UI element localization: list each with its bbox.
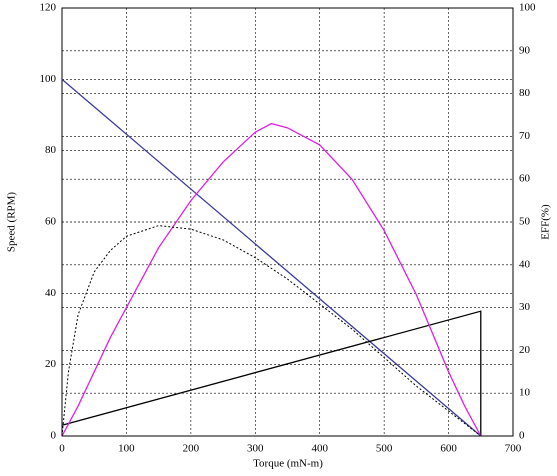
y2-tick-label: 70 [519,130,531,142]
x-tick-label: 200 [183,443,200,455]
x-tick-label: 300 [247,443,264,455]
x-tick-label: 600 [440,443,457,455]
y2-tick-label: 30 [519,301,531,313]
x-tick-label: 700 [505,443,522,455]
series-line [61,225,482,437]
y-tick-label: 100 [40,73,57,85]
y2-tick-label: 40 [519,258,531,270]
y-tick-label: 40 [45,287,57,299]
y-tick-label: 80 [45,144,57,156]
y2-tick-label: 90 [519,44,531,56]
series-line [61,122,482,437]
y-tick-label: 0 [51,430,57,442]
x-tick-label: 400 [311,443,328,455]
y-tick-label: 60 [45,216,57,228]
x-tick-label: 500 [376,443,393,455]
x-tick-label: 100 [118,443,135,455]
y2-tick-label: 0 [519,430,525,442]
y2-axis-title: EFF(%) [540,204,552,240]
x-axis-title: Torque (mN-m) [253,458,323,470]
y2-tick-label: 10 [519,387,531,399]
y-axis-title: Speed (RPM) [6,192,18,253]
y-tick-label: 120 [40,2,57,14]
series-line [61,310,482,436]
y2-tick-label: 100 [519,2,536,14]
plot-frame [61,7,514,437]
y2-tick-label: 60 [519,173,531,185]
y-tick-label: 20 [45,358,57,370]
x-tick-label: 0 [59,443,65,455]
y2-tick-label: 20 [519,344,531,356]
y2-tick-label: 50 [519,216,531,228]
series-line [61,78,482,437]
y2-tick-label: 80 [519,87,531,99]
